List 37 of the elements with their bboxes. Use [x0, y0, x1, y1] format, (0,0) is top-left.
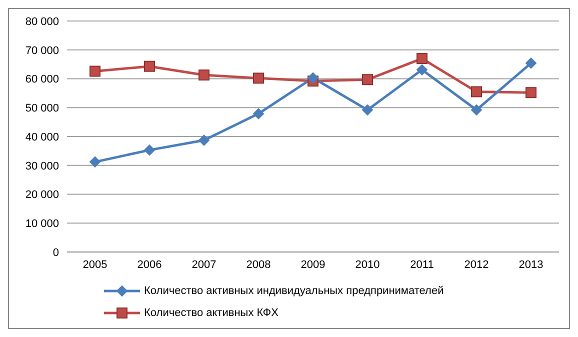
- point: [198, 69, 210, 80]
- y-tick-label: 60 000: [25, 74, 59, 86]
- y-tick-label: 20 000: [25, 189, 59, 202]
- point: [526, 87, 536, 98]
- legend-label: Количество активных КФХ: [144, 307, 278, 319]
- point: [471, 86, 482, 98]
- x-tick-label: 2008: [246, 258, 271, 271]
- y-tick-label: 80 000: [25, 16, 59, 28]
- point: [416, 64, 428, 76]
- y-tick-label: 30 000: [25, 160, 59, 172]
- point: [526, 58, 536, 69]
- y-tick-label: 50 000: [25, 102, 59, 115]
- point: [144, 60, 155, 72]
- point: [253, 108, 264, 120]
- y-tick-label: 40 000: [25, 131, 59, 144]
- point: [90, 66, 100, 77]
- x-tick-label: 2013: [518, 258, 544, 271]
- point: [144, 144, 155, 156]
- x-tick-label: 2012: [464, 258, 489, 271]
- y-tick-label: 10 000: [25, 218, 59, 230]
- legend-label: Количество активных индивидуальных предпринимателей: [144, 285, 444, 297]
- y-tick-label: 70 000: [25, 44, 59, 57]
- point: [253, 72, 264, 84]
- point: [90, 156, 100, 168]
- y-tick-label: 0: [52, 246, 59, 259]
- point: [198, 134, 210, 146]
- x-tick-label: 2005: [82, 258, 108, 271]
- x-tick-label: 2006: [137, 258, 162, 271]
- x-tick-label: 2007: [192, 258, 216, 271]
- x-tick-label: 2009: [300, 258, 326, 271]
- point: [416, 53, 428, 64]
- point: [362, 74, 373, 86]
- point: [362, 104, 373, 116]
- point: [471, 104, 482, 116]
- point: [308, 72, 318, 84]
- x-tick-label: 2010: [355, 258, 380, 271]
- x-tick-label: 2011: [410, 258, 434, 271]
